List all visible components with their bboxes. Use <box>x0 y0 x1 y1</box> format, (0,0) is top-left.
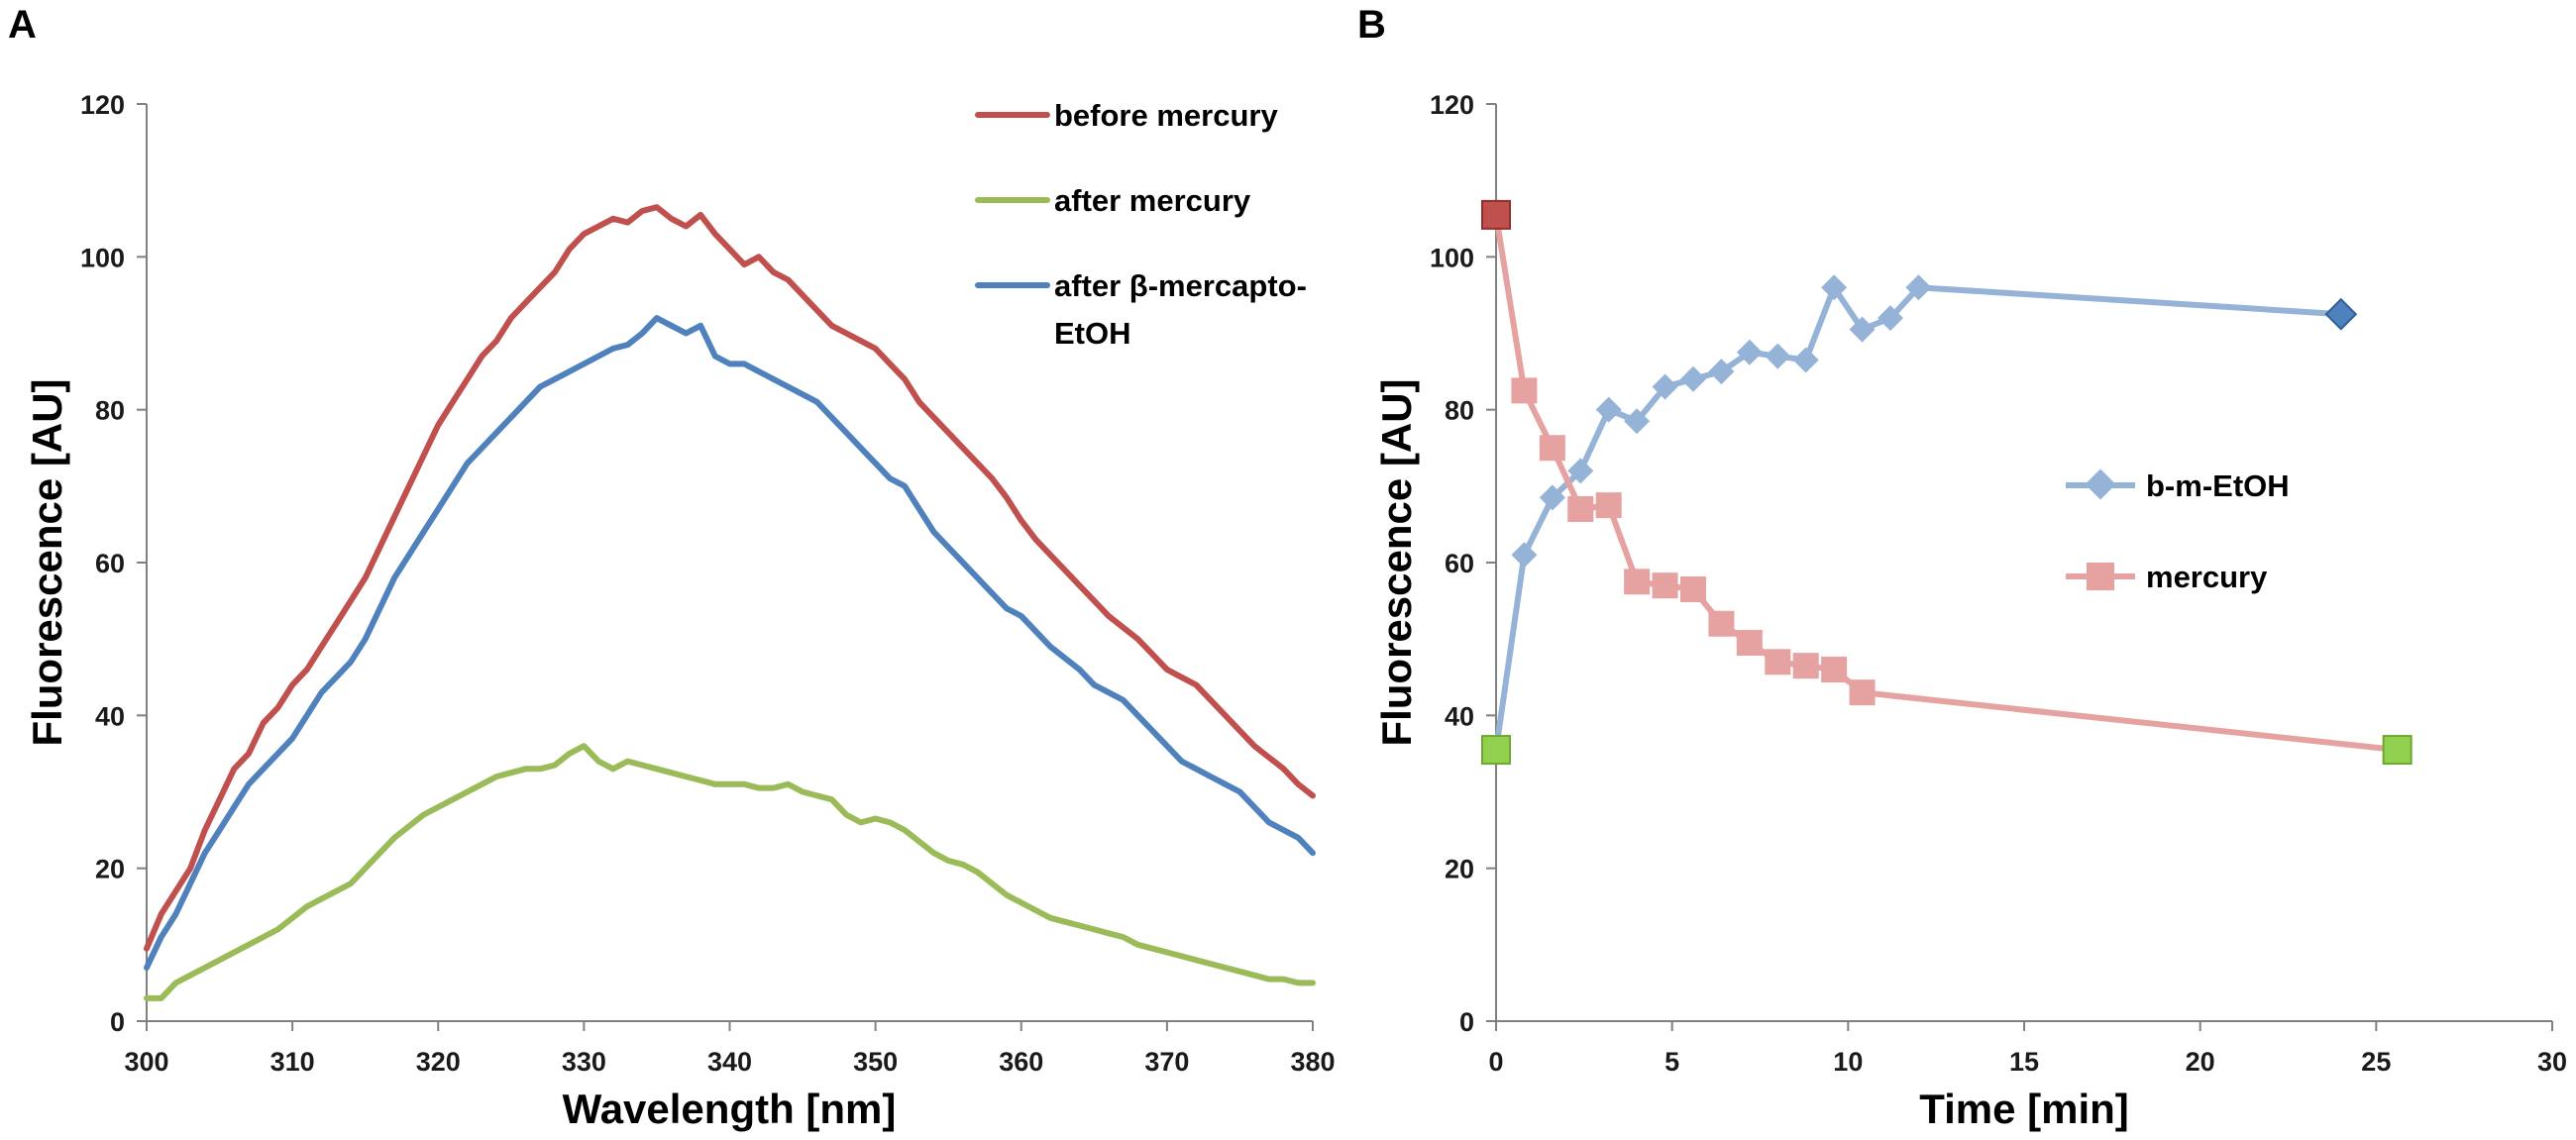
data-point-highlight-b-m-etoh <box>2324 297 2358 331</box>
legend-label-after-mercury: after mercury <box>1054 183 1251 218</box>
y-tick-label-b: 0 <box>1459 1007 1474 1037</box>
x-tick-label-a: 310 <box>270 1047 315 1077</box>
x-tick-label-a: 370 <box>1144 1047 1189 1077</box>
y-tick-label-b: 40 <box>1445 701 1474 731</box>
data-point-b-m-etoh <box>1792 347 1819 373</box>
x-tick-label-b: 10 <box>1833 1047 1863 1077</box>
data-point-mercury <box>1765 649 1791 675</box>
legend-label-after-mercapto-etoh: after β-mercapto- EtOH <box>1054 268 1316 351</box>
series-b <box>1481 199 2413 766</box>
y-tick-label-a: 20 <box>95 855 125 884</box>
data-point-b-m-etoh <box>1511 542 1538 569</box>
x-tick-label-b: 0 <box>1488 1047 1503 1077</box>
data-point-highlight-mercury <box>1481 735 1511 766</box>
panel-label-a: A <box>8 3 37 47</box>
data-point-b-m-etoh <box>1567 458 1594 484</box>
y-tick-label-a: 80 <box>95 396 125 426</box>
series-line-diamond <box>1493 284 2341 751</box>
ticks-b: 0 20 40 60 80 100 120 0 5 10 15 20 25 30 <box>1430 90 2567 1077</box>
legend-marker-b-m-etoh <box>2085 468 2116 500</box>
x-axis-title-a: Wavelength [nm] <box>563 1086 897 1132</box>
series-line-1 <box>144 743 1316 1001</box>
data-point-b-m-etoh <box>1679 365 1706 392</box>
x-tick-label-a: 380 <box>1290 1047 1335 1077</box>
y-tick-label-b: 100 <box>1430 243 1474 272</box>
y-tick-label-a: 0 <box>110 1007 125 1037</box>
x-tick-label-a: 320 <box>416 1047 461 1077</box>
x-axis-title-b: Time [min] <box>1919 1086 2129 1132</box>
panel-b: B 0 20 40 60 80 100 120 0 5 10 15 20 25 30 Time [min]… <box>1357 3 2567 1132</box>
data-point-mercury <box>1792 653 1819 679</box>
data-point-mercury <box>1736 630 1763 657</box>
data-point-b-m-etoh <box>1624 408 1651 435</box>
x-tick-label-b: 5 <box>1664 1047 1679 1077</box>
data-point-b-m-etoh <box>1849 316 1876 343</box>
data-point-mercury <box>1708 610 1735 637</box>
data-point-mercury <box>1652 572 1678 599</box>
y-tick-label-a: 120 <box>80 90 125 120</box>
legend-label-mercury: mercury <box>2146 560 2268 594</box>
y-tick-label-b: 20 <box>1445 855 1474 884</box>
panel-label-b: B <box>1357 3 1386 47</box>
data-point-b-m-etoh <box>1736 339 1763 365</box>
data-point-mercury <box>1595 492 1622 519</box>
x-tick-label-b: 20 <box>2186 1047 2215 1077</box>
data-point-mercury <box>1539 435 1565 462</box>
ticks-a: 0 20 40 60 80 100 120 300 310 320 330 340 350 360 370 3… <box>80 90 1336 1077</box>
data-point-mercury <box>1511 377 1538 404</box>
x-tick-label-a: 350 <box>853 1047 898 1077</box>
legend-label-before-mercury: before mercury <box>1054 98 1278 133</box>
data-point-mercury <box>1821 657 1848 683</box>
data-point-b-m-etoh <box>1821 274 1848 301</box>
y-tick-label-b: 120 <box>1430 90 1474 120</box>
legend-b: b-m-EtOH mercury <box>2066 468 2290 594</box>
y-tick-label-a: 60 <box>95 549 125 578</box>
data-point-highlight-mercury <box>1481 199 1511 230</box>
data-point-b-m-etoh <box>1539 484 1565 511</box>
x-tick-label-b: 15 <box>2009 1047 2039 1077</box>
data-point-mercury <box>1679 576 1706 603</box>
panel-a: A 0 20 40 60 80 100 120 300 310 320 330 340 350 360 37… <box>8 3 1336 1132</box>
legend-label-b-m-etoh: b-m-EtOH <box>2146 468 2290 503</box>
x-tick-label-b: 25 <box>2361 1047 2391 1077</box>
data-point-b-m-etoh <box>1708 359 1735 385</box>
data-point-b-m-etoh <box>1595 396 1622 423</box>
data-point-b-m-etoh <box>1877 305 1903 332</box>
y-tick-label-b: 60 <box>1445 549 1474 578</box>
data-point-mercury <box>1567 495 1594 522</box>
x-tick-label-a: 330 <box>562 1047 606 1077</box>
series-a <box>144 204 1316 1001</box>
legend-a: before mercury after mercury after β-mer… <box>975 98 1316 351</box>
x-tick-label-a: 360 <box>999 1047 1043 1077</box>
y-tick-label-b: 80 <box>1445 396 1474 426</box>
legend-label-line-2: EtOH <box>1054 316 1131 351</box>
data-point-mercury <box>1849 679 1876 706</box>
data-point-mercury <box>1624 569 1651 595</box>
x-tick-label-a: 300 <box>124 1047 168 1077</box>
data-point-highlight-mercury <box>2382 735 2413 766</box>
data-point-b-m-etoh <box>1652 373 1678 400</box>
data-point-b-m-etoh <box>1905 274 1932 301</box>
y-tick-label-a: 100 <box>80 243 125 272</box>
x-tick-label-b: 30 <box>2537 1047 2567 1077</box>
series-line-2 <box>144 315 1316 971</box>
y-axis-title-a: Fluorescence [AU] <box>24 378 70 746</box>
x-tick-label-a: 340 <box>707 1047 752 1077</box>
legend-marker-mercury <box>2087 563 2114 590</box>
y-axis-title-b: Fluorescence [AU] <box>1373 378 1420 746</box>
series-line-0 <box>144 204 1316 952</box>
y-tick-label-a: 40 <box>95 701 125 731</box>
data-point-b-m-etoh <box>1765 343 1791 369</box>
legend-label-line-1: after β-mercapto- <box>1054 268 1307 303</box>
